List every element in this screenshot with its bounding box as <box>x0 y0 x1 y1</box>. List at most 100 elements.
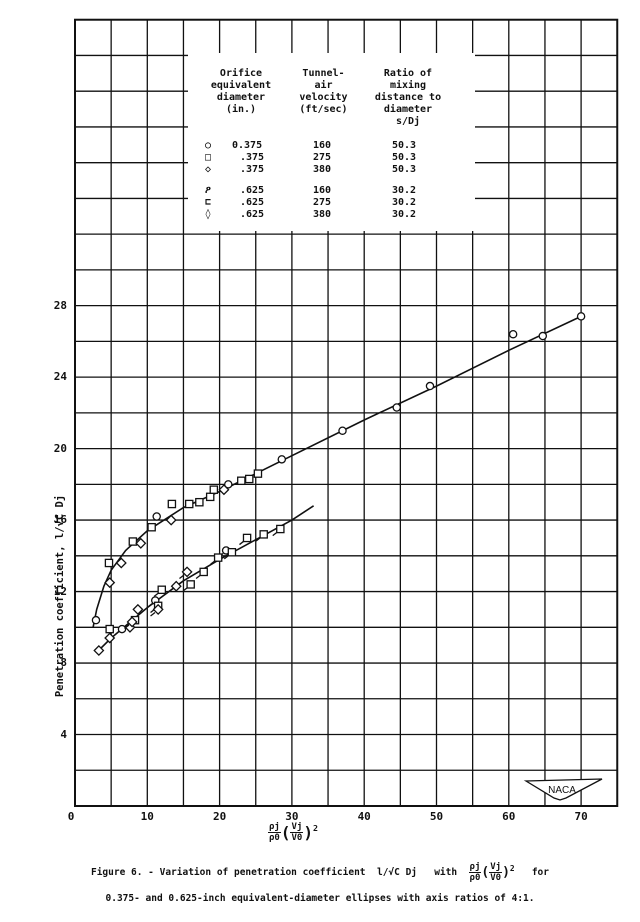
y-tick-label: 24 <box>53 370 67 384</box>
data-point-square <box>128 537 138 546</box>
data-point-circle <box>508 329 518 339</box>
x-tick-label: 40 <box>357 810 371 823</box>
data-point-square <box>209 485 219 494</box>
legend-marker-icon: ○ <box>205 140 212 151</box>
legend-diameter: .625 <box>240 185 265 196</box>
data-point-square <box>105 624 114 634</box>
y-tick-label: 4 <box>60 727 67 741</box>
data-point-diamond <box>165 514 177 526</box>
data-point-square-flag <box>153 585 167 597</box>
data-point-circle <box>91 615 101 625</box>
y-tick-label: 16 <box>53 513 67 527</box>
data-point-square <box>167 499 177 509</box>
data-point-diamond-flag <box>150 603 164 617</box>
data-point-square-flag <box>255 530 268 542</box>
data-point-diamond <box>135 537 147 549</box>
data-point-circle <box>117 624 127 634</box>
data-point-circle <box>425 381 435 391</box>
data-point-square <box>147 522 156 532</box>
data-point-square-flag <box>195 567 208 580</box>
legend-header-velocity: Tunnel- air velocity (ft/sec) <box>299 68 348 115</box>
legend-header-diameter: Orifice equivalent diameter (in.) <box>210 68 272 115</box>
data-point-circle <box>538 331 548 341</box>
data-point-diamond <box>115 557 127 569</box>
legend-velocity: 275 <box>313 197 332 208</box>
legend-ratio: 50.3 <box>392 164 417 175</box>
data-point-circle <box>338 426 347 435</box>
legend-marker-icon: □ <box>205 152 212 163</box>
legend-diameter: .625 <box>240 209 265 220</box>
legend-marker-icon: ⊏ <box>205 197 212 208</box>
legend-ratio: 30.2 <box>392 197 417 208</box>
legend-ratio: 50.3 <box>392 152 417 163</box>
legend-velocity: 275 <box>313 152 332 163</box>
data-point-square-flag <box>239 533 252 546</box>
legend-diameter: .375 <box>240 152 265 163</box>
svg-text:NACA: NACA <box>548 785 576 796</box>
data-point-diamond <box>170 580 182 592</box>
figure-caption-line2: 0.375- and 0.625-inch equivalent-diamete… <box>105 893 535 904</box>
legend-ratio: 30.2 <box>392 209 417 220</box>
legend-ratio: 50.3 <box>392 140 417 151</box>
legend-velocity: 160 <box>313 185 332 196</box>
data-point-square-flag <box>272 524 285 537</box>
legend-marker-icon: ◊ <box>205 209 212 220</box>
data-point-diamond-flag <box>179 566 193 580</box>
x-tick-label: 30 <box>285 810 299 823</box>
data-point-square <box>195 497 204 507</box>
y-tick-label: 12 <box>53 584 67 598</box>
x-tick-label: 10 <box>140 810 154 823</box>
data-point-circle <box>576 312 586 321</box>
legend-row: □ .375 275 50.3 <box>188 152 475 164</box>
data-point-square-flag <box>223 547 237 560</box>
chart-legend: Orifice equivalent diameter (in.) Tunnel… <box>188 53 475 231</box>
x-tick-label: 0 <box>67 810 75 823</box>
data-point-square <box>104 558 114 568</box>
data-point-square-flag <box>210 553 223 565</box>
plot-frame <box>74 18 619 808</box>
data-point-square <box>244 474 254 484</box>
legend-ratio: 30.2 <box>392 185 417 196</box>
data-point-square-flag <box>182 580 195 592</box>
data-point-diamond <box>104 577 116 589</box>
x-tick-label: 20 <box>212 810 227 823</box>
x-tick-label: 70 <box>574 810 588 823</box>
data-point-circle <box>277 455 287 464</box>
legend-header-ratio: Ratio of mixing distance to diameter s/D… <box>374 68 442 127</box>
legend-diameter: .375 <box>240 164 265 175</box>
data-point-diamond <box>132 603 144 615</box>
legend-row: ⊏ .625 275 30.2 <box>188 197 475 209</box>
y-tick-label: 8 <box>60 656 67 670</box>
y-axis-label: Penetration coefficient, l/√C Dj <box>54 494 66 698</box>
legend-diameter: 0.375 <box>232 140 263 151</box>
legend-marker-icon: ዖ <box>205 185 211 196</box>
x-axis-label: ρj ρ0(Vj V0)2 <box>268 822 318 843</box>
fit-curve <box>92 315 582 628</box>
data-point-diamond <box>218 484 230 496</box>
legend-velocity: 380 <box>313 164 332 175</box>
data-point-diamond-flag <box>124 616 138 630</box>
data-point-circle <box>392 403 401 412</box>
x-tick-label: 50 <box>429 810 444 823</box>
legend-diameter: .625 <box>240 197 265 208</box>
data-point-diamond <box>104 632 116 644</box>
legend-row: ◊ .625 380 30.2 <box>188 209 475 221</box>
data-point-square <box>253 469 263 478</box>
figure-caption-line1: Figure 6. - Variation of penetration coe… <box>90 862 549 883</box>
data-point-square <box>184 499 194 509</box>
data-point-square <box>237 476 246 486</box>
legend-velocity: 380 <box>313 209 332 220</box>
data-point-circle <box>224 480 233 489</box>
data-point-square <box>205 492 215 502</box>
data-point-circle <box>152 512 161 521</box>
x-tick-label: 60 <box>502 810 516 823</box>
legend-row: ዖ .625 160 30.2 <box>188 185 475 197</box>
legend-velocity: 160 <box>313 140 332 151</box>
legend-row: ○ 0.375 160 50.3 <box>188 140 475 152</box>
legend-marker-icon: ◇ <box>205 164 212 175</box>
data-point-diamond <box>93 645 105 657</box>
y-tick-label: 20 <box>53 441 67 455</box>
naca-logo: NACA <box>523 778 603 801</box>
legend-row: ◇ .375 380 50.3 <box>188 164 475 176</box>
